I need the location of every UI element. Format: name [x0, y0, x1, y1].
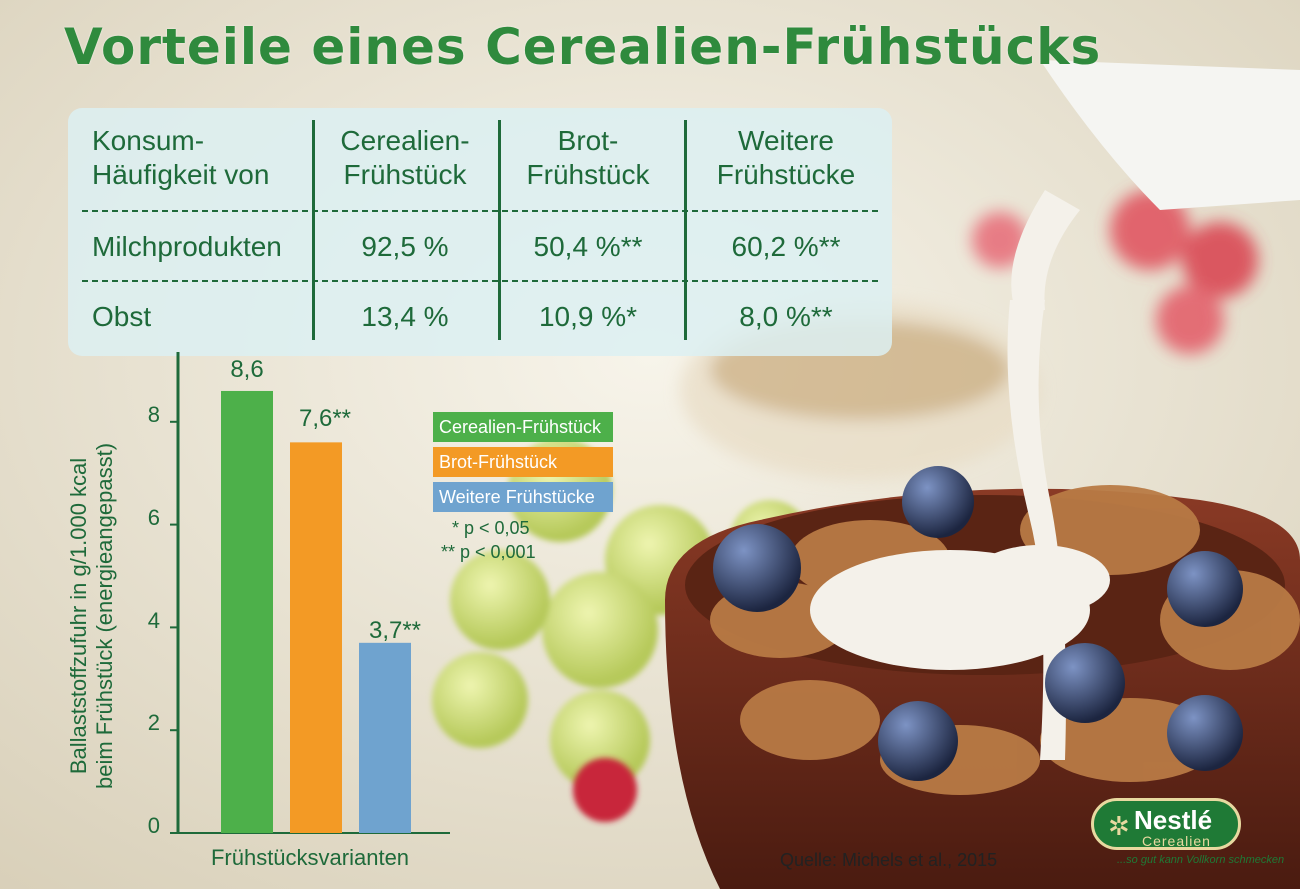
- table-column-line: [312, 120, 315, 340]
- table-header-line: Frühstücke: [716, 159, 856, 190]
- table-header-consumption: Konsum- Häufigkeit von: [92, 124, 269, 192]
- table-header-other: Weitere Frühstücke: [698, 124, 874, 192]
- table-cell: 50,4 %**: [533, 231, 643, 262]
- table-row-label: Milchprodukten: [92, 231, 282, 262]
- y-tick-label: 0: [147, 813, 160, 838]
- table-header-line: Frühstück: [343, 159, 467, 190]
- source-citation: Quelle: Michels et al., 2015: [780, 850, 998, 870]
- bar-value-label: 3,7**: [368, 617, 422, 644]
- table-column-line: [684, 120, 687, 340]
- significance-note: ** p < 0,001: [441, 542, 536, 562]
- significance-note: * p < 0,05: [452, 518, 530, 538]
- table-header-line: Brot-: [557, 125, 619, 156]
- table-header-bread: Brot- Frühstück: [508, 124, 668, 192]
- table-header-cereal: Cerealien- Frühstück: [320, 124, 490, 192]
- y-axis-label: Ballaststoffzufuhr in g/1.000 kcal beim …: [66, 356, 118, 876]
- nestle-logo: ✲ Nestlé Cerealien ...so gut kann Vollko…: [1085, 796, 1284, 872]
- table-divider: [82, 210, 878, 212]
- table-cell: 10,9 %*: [538, 301, 638, 332]
- logo-slogan: ...so gut kann Vollkorn schmecken: [1117, 854, 1285, 866]
- y-axis-label-line: Ballaststoffzufuhr in g/1.000 kcal: [66, 457, 91, 775]
- logo-badge: ✲ Nestlé Cerealien: [1091, 798, 1241, 850]
- y-tick-label: 8: [147, 402, 160, 427]
- logo-name: Nestlé: [1134, 805, 1213, 835]
- x-axis-label: Frühstücksvarianten: [210, 845, 410, 870]
- y-tick-label: 6: [147, 505, 160, 530]
- table-column-line: [498, 120, 501, 340]
- table-cell: 13,4 %: [361, 301, 449, 332]
- table-header-line: Konsum-: [92, 125, 205, 156]
- bar-value-label: 8,6: [230, 356, 264, 383]
- y-axis-label-line: beim Frühstück (energieangepasst): [92, 442, 117, 790]
- bar: [290, 442, 342, 833]
- table-header-line: Cerealien-: [340, 125, 470, 156]
- table-cell: 60,2 %**: [731, 231, 841, 262]
- table-row-label: Obst: [92, 301, 152, 332]
- table-cell: 92,5 %: [361, 231, 449, 262]
- table-header-line: Häufigkeit von: [92, 159, 270, 190]
- legend-item-cereal: Cerealien-Frühstück: [433, 412, 613, 442]
- y-tick-label: 2: [147, 710, 160, 735]
- bar: [221, 390, 273, 833]
- bar: [359, 642, 411, 833]
- table-cell: 8,0 %**: [739, 301, 833, 332]
- table-divider: [82, 280, 878, 282]
- wheat-icon: ✲: [1108, 811, 1130, 841]
- frequency-table: Konsum- Häufigkeit von Cerealien- Frühst…: [68, 108, 892, 356]
- legend-item-other: Weitere Frühstücke: [433, 482, 613, 512]
- y-tick-label: 4: [147, 608, 160, 633]
- logo-sub: Cerealien: [1142, 833, 1211, 849]
- page-title: Vorteile eines Cerealien-Frühstücks: [64, 18, 1102, 76]
- table-header-line: Frühstück: [526, 159, 650, 190]
- legend-item-bread: Brot-Frühstück: [433, 447, 613, 477]
- bar-value-label: 7,6**: [298, 405, 352, 432]
- table-header-line: Weitere: [738, 125, 834, 156]
